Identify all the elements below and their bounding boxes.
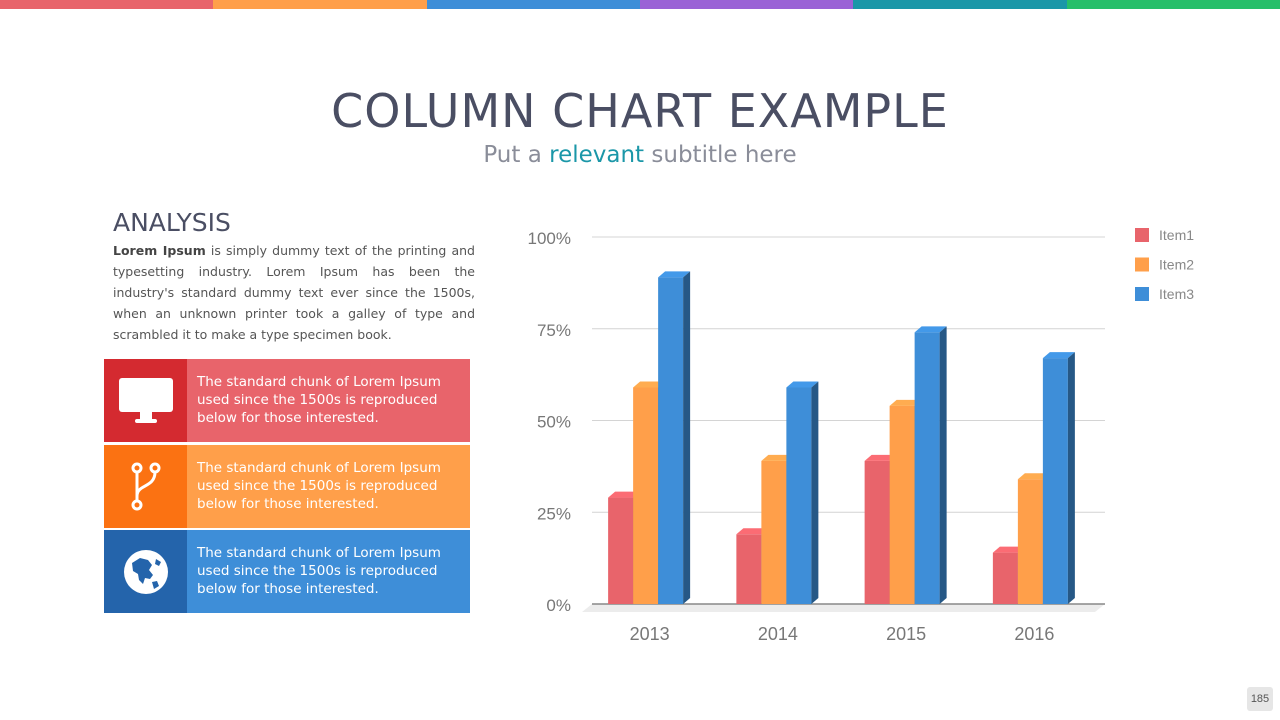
- bar-top: [761, 454, 794, 461]
- bar-top: [786, 381, 819, 388]
- page-number: 185: [1247, 687, 1273, 711]
- bar-top: [889, 399, 922, 406]
- bar-top: [1017, 473, 1050, 480]
- analysis-lead: Lorem Ipsum: [113, 243, 206, 258]
- legend-label: Item3: [1159, 286, 1194, 302]
- bar-top: [864, 454, 897, 461]
- card-text: The standard chunk of Lorem Ipsum used s…: [197, 460, 441, 512]
- bar-top: [608, 491, 641, 498]
- card-icon-box: [104, 445, 187, 528]
- analysis-body: Lorem Ipsum is simply dummy text of the …: [113, 240, 475, 345]
- page-subtitle: Put a relevant subtitle here: [0, 142, 1280, 168]
- chart-floor: [582, 604, 1105, 612]
- info-card-monitor: The standard chunk of Lorem Ipsum used s…: [104, 359, 470, 442]
- top-bar-segment: [853, 0, 1067, 9]
- bar-front: [761, 460, 787, 604]
- column-chart: 0% 25% 50% 75% 100% 2013 2014 2015 2016 Item1 Item…: [528, 227, 1195, 644]
- bar-front: [786, 387, 812, 604]
- bar-front: [864, 460, 890, 604]
- y-tick-label: 100%: [528, 229, 571, 248]
- info-card-branch: The standard chunk of Lorem Ipsum used s…: [104, 445, 470, 528]
- x-tick-label: 2015: [886, 624, 926, 644]
- bar-side: [811, 381, 819, 604]
- card-icon-box: [104, 359, 187, 442]
- bar-top: [658, 271, 691, 278]
- subtitle-suffix: subtitle here: [644, 142, 797, 168]
- card-text: The standard chunk of Lorem Ipsum used s…: [197, 545, 441, 597]
- bar-side: [939, 326, 947, 604]
- bar-front: [889, 405, 915, 604]
- bar-side: [683, 271, 691, 604]
- top-bar-segment: [639, 0, 854, 9]
- card-icon-box: [104, 530, 187, 613]
- bar-front: [914, 332, 940, 604]
- top-bar-segment: [213, 0, 427, 9]
- globe-icon: [123, 549, 168, 594]
- y-tick-label: 0%: [546, 596, 571, 615]
- bar-side: [1067, 352, 1075, 604]
- top-bar-segment: [0, 0, 214, 9]
- bar-top: [914, 326, 947, 333]
- legend-swatch: [1135, 228, 1149, 242]
- y-tick-label: 25%: [537, 504, 571, 523]
- bar-top: [992, 546, 1025, 553]
- y-tick-label: 50%: [537, 413, 571, 432]
- analysis-heading: ANALYSIS: [113, 208, 231, 237]
- x-tick-label: 2014: [758, 624, 798, 644]
- bar-front: [1042, 358, 1068, 604]
- info-card-globe: The standard chunk of Lorem Ipsum used s…: [104, 530, 470, 613]
- bar-top: [1042, 352, 1075, 359]
- top-bar-segment: [1066, 0, 1280, 9]
- card-text: The standard chunk of Lorem Ipsum used s…: [197, 374, 441, 426]
- legend-label: Item2: [1159, 257, 1194, 273]
- legend-label: Item1: [1159, 227, 1194, 243]
- legend-swatch: [1135, 257, 1149, 272]
- subtitle-highlight: relevant: [549, 142, 645, 168]
- git-branch-icon: [131, 462, 160, 510]
- y-tick-label: 75%: [537, 321, 571, 340]
- subtitle-prefix: Put a: [483, 142, 550, 168]
- page-title: COLUMN CHART EXAMPLE: [331, 84, 949, 138]
- bar-front: [992, 552, 1018, 604]
- bar-top: [736, 528, 769, 535]
- x-tick-label: 2016: [1014, 624, 1054, 644]
- bar-front: [736, 534, 762, 604]
- bar-front: [608, 497, 634, 604]
- bar-front: [633, 387, 659, 604]
- bar-front: [1017, 479, 1043, 604]
- analysis-text: is simply dummy text of the printing and…: [113, 243, 475, 342]
- monitor-icon: [118, 377, 173, 423]
- legend-swatch: [1135, 287, 1149, 301]
- top-color-bar: [0, 0, 1280, 9]
- bar-top: [633, 381, 666, 388]
- top-bar-segment: [426, 0, 640, 9]
- x-tick-label: 2013: [630, 624, 670, 644]
- bar-front: [658, 277, 684, 604]
